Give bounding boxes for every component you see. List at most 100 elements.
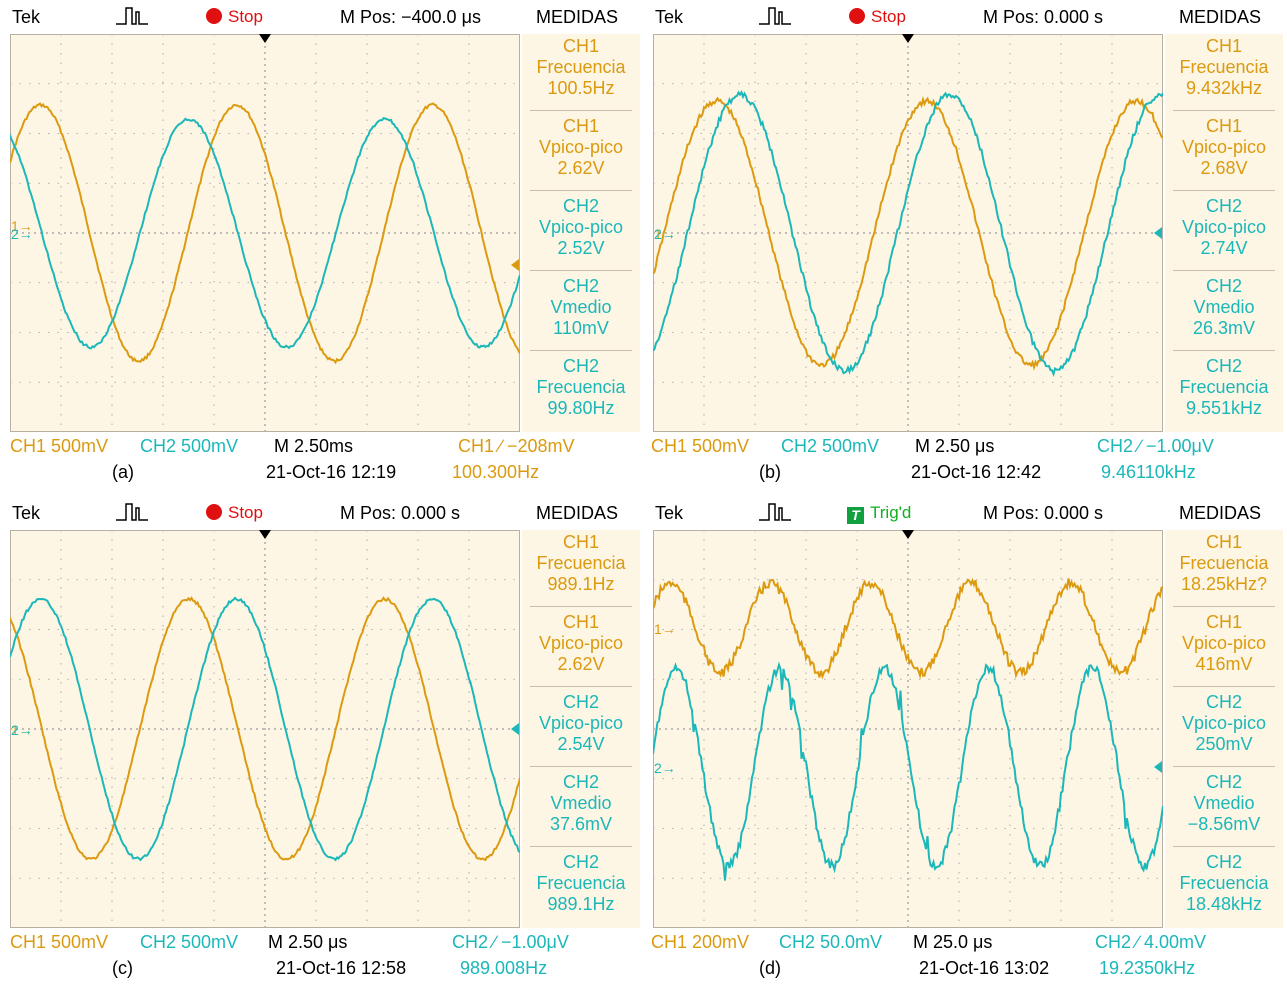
ch2-scale: CH2 500mV <box>140 436 239 456</box>
measurement-ch: CH1 <box>562 532 599 552</box>
measurement-4[interactable]: CH2 Vmedio 37.6mV <box>522 772 640 835</box>
brand-label: Tek <box>12 503 41 523</box>
measurement-name: Frecuencia <box>536 57 626 77</box>
stop-icon <box>206 504 222 520</box>
measurement-sidebar: CH1 Frecuencia 989.1Hz CH1 Vpico-pico 2.62V CH… <box>522 530 640 928</box>
trigger-level-icon[interactable] <box>511 259 519 271</box>
trigger-setting: CH2 ∕ −1.00μV <box>1097 436 1214 456</box>
trigger-level-icon[interactable] <box>511 723 519 735</box>
measurement-1[interactable]: CH1 Frecuencia 18.25kHz? <box>1165 532 1283 595</box>
scope-panel-d: Tek T Trig'd M Pos: 0.000 s MEDIDAS 1→ 2→ … <box>647 496 1283 987</box>
figure-label: (d) <box>759 958 781 978</box>
measurement-name: Vpico-pico <box>1181 633 1267 653</box>
measurement-2[interactable]: CH1 Vpico-pico 2.62V <box>522 612 640 675</box>
horizontal-position: M Pos: 0.000 s <box>983 7 1104 27</box>
measurement-name: Vpico-pico <box>538 713 624 733</box>
ch2-marker[interactable]: 2→ <box>11 226 33 242</box>
measurement-value: 110mV <box>553 318 609 338</box>
horizontal-position: M Pos: −400.0 μs <box>340 7 481 27</box>
run-state[interactable]: Stop <box>849 7 906 27</box>
measurement-3[interactable]: CH2 Vpico-pico 2.74V <box>1165 196 1283 259</box>
measurement-value: 416mV <box>1195 654 1253 674</box>
ch2-marker[interactable]: 2→ <box>654 760 676 776</box>
measurement-ch: CH2 <box>1205 196 1242 216</box>
measurement-ch: CH2 <box>562 692 599 712</box>
measurement-ch: CH1 <box>1205 116 1242 136</box>
measurement-5[interactable]: CH2 Frecuencia 18.48kHz <box>1165 852 1283 915</box>
measurement-value: 989.1Hz <box>547 894 615 914</box>
waveform-screen: 1→ 2→ <box>652 530 1164 928</box>
horizontal-position: M Pos: 0.000 s <box>340 503 461 523</box>
measurement-name: Vpico-pico <box>538 217 624 237</box>
horizontal-position: M Pos: 0.000 s <box>983 503 1104 523</box>
ch2-marker[interactable]: 2→ <box>11 722 33 738</box>
measurement-1[interactable]: CH1 Frecuencia 989.1Hz <box>522 532 640 595</box>
acquisition-pulse-icon <box>757 498 793 529</box>
menu-title: MEDIDAS <box>536 7 619 27</box>
figure-label: (c) <box>112 958 133 978</box>
measurement-ch: CH2 <box>562 772 599 792</box>
ch2-waveform <box>9 116 521 350</box>
measurement-4[interactable]: CH2 Vmedio −8.56mV <box>1165 772 1283 835</box>
trigger-level-icon[interactable] <box>1154 227 1162 239</box>
measurement-4[interactable]: CH2 Vmedio 26.3mV <box>1165 276 1283 339</box>
trigger-level-icon[interactable] <box>1154 761 1162 773</box>
measurement-divider <box>1173 846 1275 847</box>
scope-panel-b: Tek Stop M Pos: 0.000 s MEDIDAS 1→ 2→ CH1… <box>647 0 1283 491</box>
measurement-5[interactable]: CH2 Frecuencia 99.80Hz <box>522 356 640 419</box>
trigger-setting: CH2 ∕ 4.00mV <box>1095 932 1207 952</box>
measurement-5[interactable]: CH2 Frecuencia 9.551kHz <box>1165 356 1283 419</box>
brand-label: Tek <box>655 503 684 523</box>
acquisition-pulse-icon <box>757 2 793 33</box>
measurement-sidebar: CH1 Frecuencia 100.5Hz CH1 Vpico-pico 2.62V CH… <box>522 34 640 432</box>
ch2-waveform <box>652 661 1164 881</box>
measurement-sidebar: CH1 Frecuencia 18.25kHz? CH1 Vpico-pico 416mV… <box>1165 530 1283 928</box>
measurement-value: 2.74V <box>1200 238 1248 258</box>
measurement-value: 100.5Hz <box>547 78 615 98</box>
measurement-3[interactable]: CH2 Vpico-pico 250mV <box>1165 692 1283 755</box>
status-bar: Tek Stop M Pos: −400.0 μs MEDIDAS <box>4 0 640 34</box>
run-state[interactable]: Stop <box>206 7 263 27</box>
date-time: 21-Oct-16 12:58 <box>276 958 407 978</box>
ch1-marker[interactable]: 1→ <box>11 218 33 234</box>
measurement-value: 26.3mV <box>1192 318 1256 338</box>
ch1-marker[interactable]: 1→ <box>654 621 676 637</box>
measurement-name: Frecuencia <box>1179 57 1269 77</box>
status-bar: Tek Stop M Pos: 0.000 s MEDIDAS <box>4 496 640 530</box>
trigger-frequency: 989.008Hz <box>460 958 548 978</box>
measurement-3[interactable]: CH2 Vpico-pico 2.54V <box>522 692 640 755</box>
graticule <box>10 530 520 928</box>
measurement-1[interactable]: CH1 Frecuencia 9.432kHz <box>1165 36 1283 99</box>
measurement-value: 18.25kHz? <box>1180 574 1268 594</box>
run-state[interactable]: T Trig'd <box>847 503 911 524</box>
measurement-value: −8.56mV <box>1187 814 1261 834</box>
stop-icon <box>206 8 222 24</box>
ch2-scale: CH2 50.0mV <box>779 932 883 952</box>
ch2-marker[interactable]: 2→ <box>654 226 676 242</box>
acquisition-pulse-icon <box>114 498 150 529</box>
figure-label: (a) <box>112 462 134 482</box>
measurement-3[interactable]: CH2 Vpico-pico 2.52V <box>522 196 640 259</box>
measurement-2[interactable]: CH1 Vpico-pico 2.68V <box>1165 116 1283 179</box>
bottom-bar: CH1 500mV CH2 500mV M 2.50 μs CH2 ∕ −1.0… <box>647 434 1283 491</box>
ch1-marker[interactable]: 1→ <box>654 226 676 242</box>
measurement-1[interactable]: CH1 Frecuencia 100.5Hz <box>522 36 640 99</box>
waveform-screen: 1→ 2→ <box>9 34 521 432</box>
graticule <box>653 34 1163 432</box>
stop-icon <box>849 8 865 24</box>
measurement-2[interactable]: CH1 Vpico-pico 416mV <box>1165 612 1283 675</box>
measurement-ch: CH1 <box>1205 612 1242 632</box>
ch1-marker[interactable]: 1→ <box>11 722 33 738</box>
measurement-4[interactable]: CH2 Vmedio 110mV <box>522 276 640 339</box>
measurement-value: 18.48kHz <box>1185 894 1263 914</box>
measurement-divider <box>530 766 632 767</box>
ch1-scale: CH1 200mV <box>651 932 750 952</box>
measurement-name: Vmedio <box>1193 793 1255 813</box>
trigger-setting: CH2 ∕ −1.00μV <box>452 932 569 952</box>
measurement-ch: CH1 <box>562 36 599 56</box>
measurement-5[interactable]: CH2 Frecuencia 989.1Hz <box>522 852 640 915</box>
ch1-waveform <box>652 577 1164 680</box>
measurement-2[interactable]: CH1 Vpico-pico 2.62V <box>522 116 640 179</box>
timebase: M 2.50ms <box>274 436 354 456</box>
run-state[interactable]: Stop <box>206 503 263 523</box>
